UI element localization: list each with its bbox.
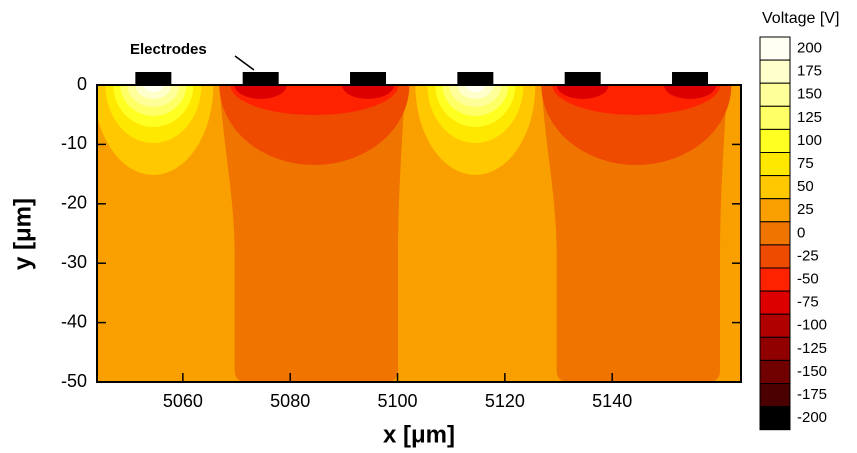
x-tick-label: 5120 [485,391,525,411]
colorbar-box [759,359,791,384]
colorbar-label: -100 [797,317,827,334]
contour-band [219,85,406,382]
x-tick-label: 5140 [592,391,632,411]
electrode [242,72,279,85]
annotation-arrow [234,55,255,71]
colorbar-label: -25 [797,247,819,264]
colorbar-label: 100 [797,132,822,149]
annotation: Electrodes [130,41,207,58]
electrode [135,72,172,85]
contour-band [556,85,609,99]
electrode [672,72,709,85]
colorbar-title: Voltage [V] [762,10,839,27]
colorbar-box [759,59,791,84]
colorbar-box [759,36,791,61]
contour-field [97,85,741,382]
y-tick-label: -20 [61,193,87,213]
y-axis-label: y [μm] [9,198,36,270]
colorbar-label: 150 [797,86,822,103]
colorbar-box [759,82,791,107]
x-axis-label: x [μm] [383,421,455,448]
colorbar-label: 175 [797,63,822,80]
colorbar-label: -200 [797,409,827,426]
contour-band [143,85,164,92]
electrode [457,72,494,85]
colorbar-box [759,406,791,431]
colorbar-box [759,128,791,153]
colorbar-label: 50 [797,178,814,195]
x-tick-label: 5060 [163,391,203,411]
contour-band [664,85,717,99]
electrode [564,72,601,85]
y-tick-label: -10 [61,133,87,153]
colorbar-box [759,175,791,200]
colorbar-box [759,383,791,408]
contour-band [342,85,395,99]
colorbar-label: 75 [797,155,814,172]
y-tick-label: -30 [61,252,87,272]
colorbar-label: 25 [797,201,814,218]
y-tick-label: -40 [61,311,87,331]
colorbar-box [759,152,791,177]
plot-frame [96,84,742,383]
colorbar-label: -75 [797,294,819,311]
colorbar-label: 0 [797,224,805,241]
contour-band [234,85,287,99]
electrode [350,72,387,85]
colorbar-box [759,336,791,361]
colorbar-label: -125 [797,340,827,357]
colorbar-box [759,267,791,292]
x-tick-label: 5080 [270,391,310,411]
contour-band [465,85,486,92]
contour-band [541,85,728,382]
colorbar-box [759,198,791,223]
colorbar-label: -175 [797,386,827,403]
colorbar-box [759,221,791,246]
colorbar-box [759,105,791,130]
colorbar-label: -50 [797,271,819,288]
colorbar-label: -150 [797,363,827,380]
colorbar-label: 200 [797,40,822,57]
colorbar-box [759,244,791,269]
colorbar-box [759,313,791,338]
x-tick-label: 5100 [378,391,418,411]
y-tick-label: 0 [77,74,87,94]
colorbar-label: 125 [797,109,822,126]
y-tick-label: -50 [61,371,87,391]
colorbar-box [759,290,791,315]
